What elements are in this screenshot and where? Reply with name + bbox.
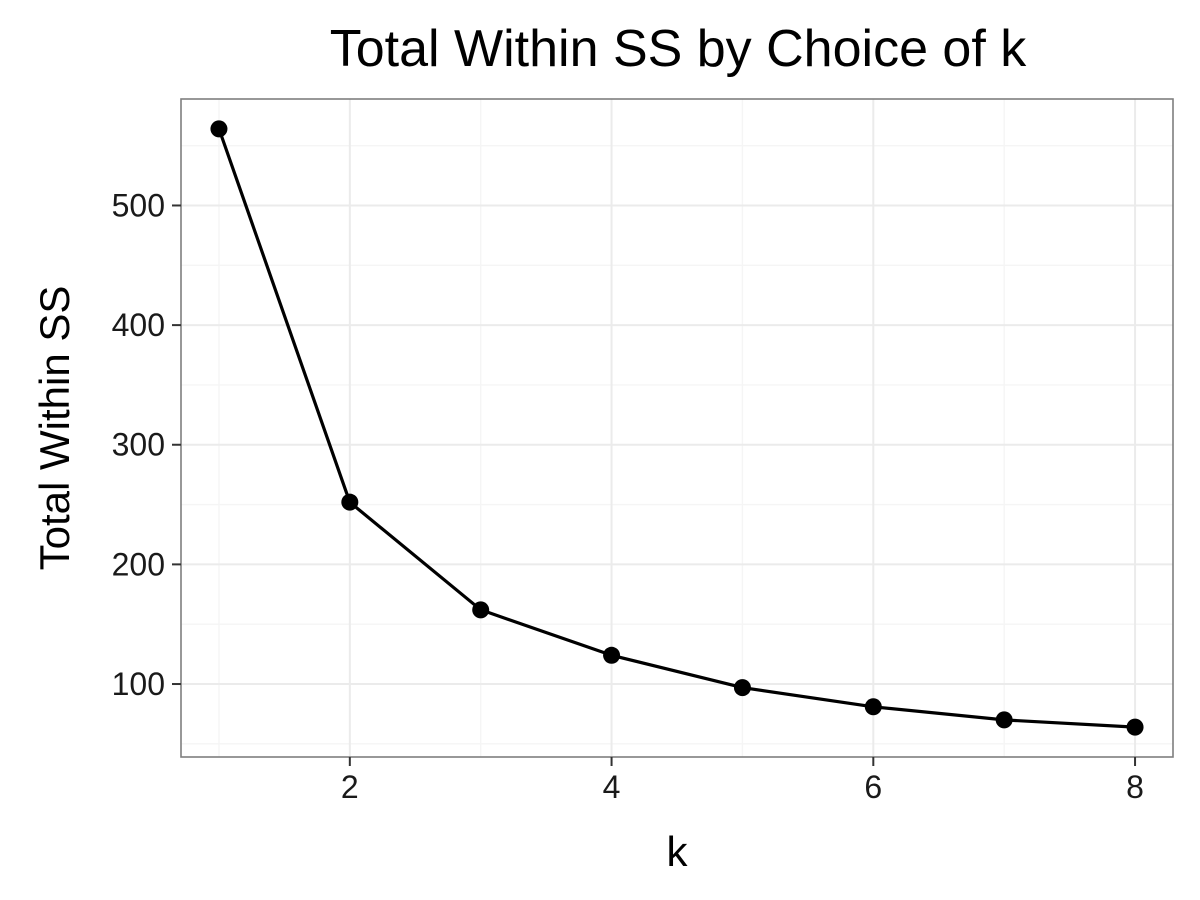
x-axis-title: k [667,828,689,875]
x-tick-label: 6 [864,769,882,805]
series-layer [210,120,1144,736]
y-tick-label: 100 [112,666,165,702]
y-tick-label: 200 [112,546,165,582]
y-axis-title: Total Within SS [31,286,78,571]
y-axis: 100 200 300 400 500 [112,187,181,702]
x-tick-label: 8 [1126,769,1144,805]
x-axis: 2 4 6 8 [341,757,1144,805]
grid-major [181,99,1173,757]
panel-border [180,98,1174,758]
series-line [217,128,1136,729]
chart-title: Total Within SS by Choice of k [330,20,1028,78]
data-point [1126,718,1144,736]
x-tick-label: 4 [603,769,621,805]
data-point [210,120,228,138]
data-point [341,493,359,511]
data-point [864,698,882,716]
data-point [603,646,621,664]
data-point [472,601,490,619]
y-tick-label: 300 [112,427,165,463]
y-tick-label: 500 [112,187,165,223]
y-tick-label: 400 [112,307,165,343]
data-point [995,711,1013,729]
data-point [733,679,751,697]
x-tick-label: 2 [341,769,359,805]
